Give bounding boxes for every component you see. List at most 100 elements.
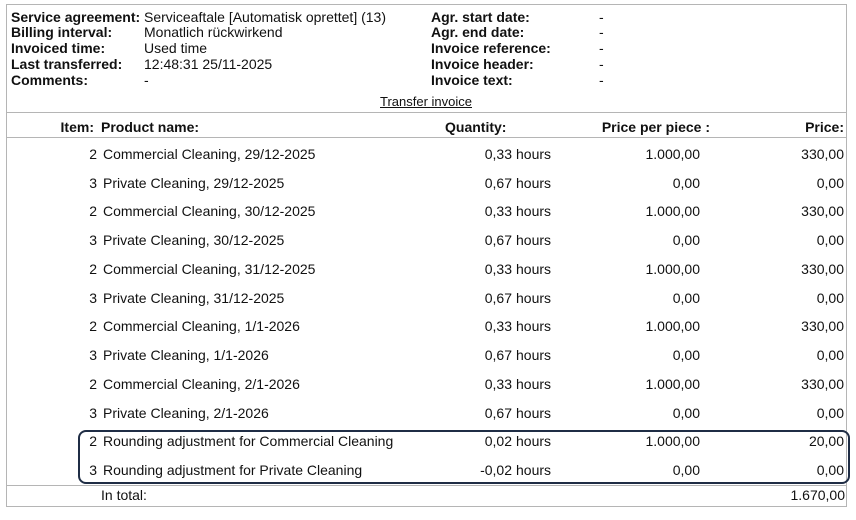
row-price: 0,00 (816, 232, 844, 248)
row-price: 330,00 (801, 261, 844, 277)
table-row: 2 Commercial Cleaning, 29/12-2025 0,33 h… (7, 139, 846, 168)
column-header-price-per-piece: Price per piece : (601, 119, 710, 135)
row-item: 2 (89, 433, 97, 449)
row-price: 0,00 (816, 175, 844, 191)
row-item: 3 (89, 347, 97, 363)
row-quantity: 0,67 (484, 232, 512, 248)
row-price-per-piece: 1.000,00 (645, 318, 701, 334)
row-price: 0,00 (816, 405, 844, 421)
row-price-per-piece: 0,00 (672, 405, 700, 421)
column-header-quantity: Quantity: (445, 119, 507, 135)
row-quantity: 0,67 (484, 347, 512, 363)
row-unit: hours (516, 146, 552, 162)
row-price: 330,00 (801, 146, 844, 162)
agr-end-date-label: Agr. end date: (431, 24, 525, 40)
row-product: Commercial Cleaning, 31/12-2025 (103, 261, 316, 277)
row-unit: hours (516, 433, 552, 449)
row-product: Private Cleaning, 30/12-2025 (103, 232, 285, 248)
invoice-text-label: Invoice text: (431, 72, 513, 88)
row-price-per-piece: 1.000,00 (645, 261, 701, 277)
row-item: 2 (89, 146, 97, 162)
transfer-invoice-link[interactable]: Transfer invoice (380, 94, 472, 109)
last-transferred-value: 12:48:31 25/11-2025 (144, 56, 273, 72)
table-row: 3 Private Cleaning, 1/1-2026 0,67 hours … (7, 340, 846, 369)
row-unit: hours (516, 290, 552, 306)
row-product: Private Cleaning, 29/12-2025 (103, 175, 285, 191)
header-divider-bottom (7, 137, 846, 138)
row-price: 330,00 (801, 203, 844, 219)
invoice-reference-value: - (599, 40, 604, 56)
service-agreement-value: Serviceaftale [Automatisk oprettet] (13) (144, 9, 386, 25)
row-price: 0,00 (816, 290, 844, 306)
total-value: 1.670,00 (790, 487, 846, 503)
row-quantity: -0,02 (480, 462, 512, 478)
row-unit: hours (516, 347, 552, 363)
table-row: 3 Private Cleaning, 31/12-2025 0,67 hour… (7, 283, 846, 312)
row-item: 3 (89, 175, 97, 191)
row-price-per-piece: 0,00 (672, 462, 700, 478)
header-divider-top (7, 112, 846, 113)
billing-interval-label: Billing interval: (11, 24, 113, 40)
row-item: 2 (89, 318, 97, 334)
row-item: 3 (89, 405, 97, 421)
row-product: Rounding adjustment for Private Cleaning (103, 462, 363, 478)
row-quantity: 0,33 (484, 146, 512, 162)
agr-start-date-label: Agr. start date: (431, 9, 530, 25)
comments-label: Comments: (11, 72, 89, 88)
row-price-per-piece: 1.000,00 (645, 433, 701, 449)
row-unit: hours (516, 261, 552, 277)
row-item: 2 (89, 376, 97, 392)
total-label: In total: (101, 487, 147, 503)
row-price-per-piece: 0,00 (672, 175, 700, 191)
row-quantity: 0,33 (484, 203, 512, 219)
row-quantity: 0,33 (484, 376, 512, 392)
row-price-per-piece: 0,00 (672, 232, 700, 248)
table-row: 3 Private Cleaning, 30/12-2025 0,67 hour… (7, 225, 846, 254)
row-item: 2 (89, 203, 97, 219)
row-item: 2 (89, 261, 97, 277)
row-price: 20,00 (808, 433, 844, 449)
row-item: 3 (89, 290, 97, 306)
service-agreement-label: Service agreement: (11, 9, 141, 25)
billing-interval-value: Monatlich rückwirkend (144, 24, 283, 40)
row-unit: hours (516, 175, 552, 191)
table-row: 3 Private Cleaning, 2/1-2026 0,67 hours … (7, 398, 846, 427)
comments-value: - (144, 72, 149, 88)
row-product: Private Cleaning, 1/1-2026 (103, 347, 269, 363)
row-quantity: 0,67 (484, 290, 512, 306)
row-price-per-piece: 1.000,00 (645, 376, 701, 392)
row-price-per-piece: 0,00 (672, 290, 700, 306)
table-row: 2 Rounding adjustment for Commercial Cle… (7, 426, 846, 455)
row-unit: hours (516, 203, 552, 219)
column-header-product: Product name: (101, 119, 200, 135)
invoice-reference-label: Invoice reference: (431, 40, 551, 56)
row-quantity: 0,67 (484, 405, 512, 421)
table-row: 2 Commercial Cleaning, 2/1-2026 0,33 hou… (7, 369, 846, 398)
agr-end-date-value: - (599, 24, 604, 40)
row-product: Commercial Cleaning, 29/12-2025 (103, 146, 316, 162)
row-product: Commercial Cleaning, 2/1-2026 (103, 376, 300, 392)
row-price: 0,00 (816, 347, 844, 363)
row-item: 3 (89, 462, 97, 478)
last-transferred-label: Last transferred: (11, 56, 123, 72)
rounding-adjustment-highlight (78, 430, 850, 484)
invoiced-time-label: Invoiced time: (11, 40, 106, 56)
table-row: 3 Rounding adjustment for Private Cleani… (7, 455, 846, 484)
row-product: Commercial Cleaning, 30/12-2025 (103, 203, 316, 219)
row-quantity: 0,33 (484, 318, 512, 334)
invoiced-time-value: Used time (144, 40, 208, 56)
row-price: 0,00 (816, 462, 844, 478)
row-quantity: 0,67 (484, 175, 512, 191)
row-product: Private Cleaning, 31/12-2025 (103, 290, 285, 306)
column-header-item: Item: (60, 119, 94, 135)
table-row: 2 Commercial Cleaning, 31/12-2025 0,33 h… (7, 254, 846, 283)
invoice-header-value: - (599, 56, 604, 72)
row-product: Commercial Cleaning, 1/1-2026 (103, 318, 300, 334)
row-quantity: 0,02 (484, 433, 512, 449)
invoice-header-label: Invoice header: (431, 56, 534, 72)
row-unit: hours (516, 405, 552, 421)
column-header-price: Price: (805, 119, 844, 135)
row-price-per-piece: 1.000,00 (645, 203, 701, 219)
invoice-panel (6, 4, 847, 507)
row-unit: hours (516, 232, 552, 248)
